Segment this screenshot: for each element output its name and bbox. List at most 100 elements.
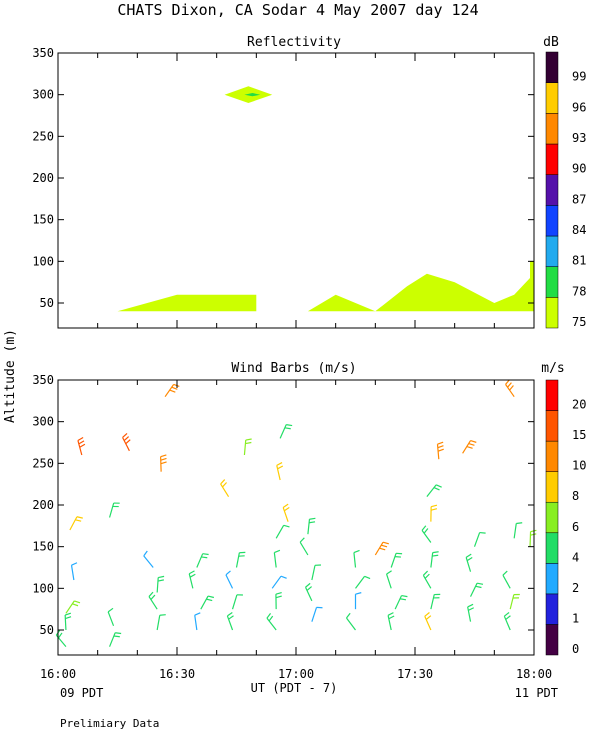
y-tick-label: 350 <box>32 373 54 387</box>
y-tick-label: 200 <box>32 171 54 185</box>
y-tick-label: 100 <box>32 581 54 595</box>
wind-barb <box>243 438 252 456</box>
colorbar-label: 81 <box>572 254 586 268</box>
y-axis-label: Altitude (m) <box>3 329 18 423</box>
wind-barb <box>505 379 515 398</box>
wind-barb <box>235 551 246 568</box>
colorbar-label: 1 <box>572 611 579 625</box>
wind-barb <box>473 531 486 547</box>
reflectivity-region <box>307 261 534 312</box>
colorbar-swatch <box>545 593 559 625</box>
y-tick-label: 100 <box>32 254 54 268</box>
windbarbs-frame <box>57 379 535 656</box>
colorbar-label: 8 <box>572 489 579 503</box>
wind-barb <box>311 606 323 622</box>
wind-barb <box>304 582 313 602</box>
wind-barb <box>353 549 360 568</box>
wind-barb <box>430 504 438 522</box>
wind-barb <box>164 383 180 398</box>
wind-barb <box>194 612 201 631</box>
x-tick-label: 16:30 <box>159 667 195 681</box>
wind-barb <box>279 424 293 439</box>
wind-barb <box>148 591 158 610</box>
wind-barb <box>231 594 243 610</box>
wind-barb <box>275 591 282 610</box>
wind-barb <box>345 612 356 631</box>
colorbar-swatch <box>545 205 559 237</box>
colorbar-label: 96 <box>572 100 586 114</box>
reflectivity-plot-area <box>117 86 534 312</box>
colorbar-swatch <box>545 532 559 564</box>
wind-barb <box>160 454 167 472</box>
colorbar-swatch <box>545 471 559 503</box>
reflectivity-region <box>117 294 257 312</box>
reflectivity-units: dB <box>543 35 559 50</box>
wind-barb <box>143 550 154 568</box>
wind-barb <box>307 517 316 535</box>
wind-barb <box>69 516 83 531</box>
colorbar-swatch <box>545 143 559 175</box>
windbarbs-units: m/s <box>541 361 564 376</box>
y-tick-label: 200 <box>32 498 54 512</box>
wind-barb <box>226 611 234 631</box>
wind-barb <box>503 612 511 631</box>
reflectivity-title: Reflectivity <box>247 35 341 50</box>
wind-barb <box>436 441 444 460</box>
colorbar-label: 93 <box>572 131 586 145</box>
wind-barb <box>196 553 209 568</box>
wind-barb <box>299 537 309 556</box>
wind-barb <box>266 613 277 631</box>
x-axis-label: UT (PDT - 7) <box>251 681 338 695</box>
colorbar-swatch <box>545 82 559 114</box>
wind-barb <box>509 593 520 610</box>
colorbar-label: 87 <box>572 192 586 206</box>
wind-barb <box>77 436 86 456</box>
wind-barb <box>529 529 537 547</box>
wind-barb <box>430 551 439 568</box>
footer-note: Prelimiary Data <box>60 717 159 730</box>
wind-barb <box>374 541 389 556</box>
x-tick-label: 16:00 <box>40 667 76 681</box>
colorbar-label: 4 <box>572 550 579 564</box>
colorbar-label: 15 <box>572 428 586 442</box>
colorbar-swatch <box>545 563 559 595</box>
wind-barb <box>156 614 166 631</box>
x-left-date: 09 PDT <box>60 686 103 700</box>
y-tick-label: 300 <box>32 88 54 102</box>
reflectivity-x-ticks <box>57 53 535 328</box>
wind-barb <box>426 484 442 498</box>
colorbar-swatch <box>545 235 559 267</box>
wind-barb <box>469 582 484 597</box>
wind-barb <box>421 525 432 543</box>
colorbar-swatch <box>545 624 559 656</box>
colorbar-swatch <box>545 501 559 534</box>
wind-barb <box>465 553 473 572</box>
wind-barb <box>354 592 362 610</box>
wind-barb <box>355 575 371 589</box>
reflectivity-colorbar: 75 78 81 84 87 90 93 96 99 <box>545 51 586 329</box>
wind-barb <box>394 594 408 610</box>
x-tick-labels: 16:00 16:30 17:00 17:30 18:00 <box>40 667 552 681</box>
colorbar-swatch <box>545 297 559 329</box>
colorbar-label: 10 <box>572 459 586 473</box>
wind-barb <box>502 570 511 589</box>
wind-barb <box>65 600 81 614</box>
colorbar-label: 78 <box>572 284 586 298</box>
colorbar-label: 6 <box>572 520 579 534</box>
wind-barb <box>390 552 403 568</box>
wind-barb <box>462 440 477 454</box>
colorbar-label: 20 <box>572 398 586 412</box>
colorbar-label: 90 <box>572 162 586 176</box>
wind-barb <box>311 564 322 581</box>
wind-barb <box>156 575 165 593</box>
wind-barb <box>70 562 78 581</box>
y-tick-label: 250 <box>32 129 54 143</box>
windbarbs-y-ticks: 50 100 150 200 250 300 350 <box>32 373 534 637</box>
wind-barb <box>282 503 290 522</box>
colorbar-swatch <box>545 51 559 83</box>
wind-barb <box>430 593 441 610</box>
wind-barb <box>188 570 196 589</box>
y-tick-label: 150 <box>32 213 54 227</box>
